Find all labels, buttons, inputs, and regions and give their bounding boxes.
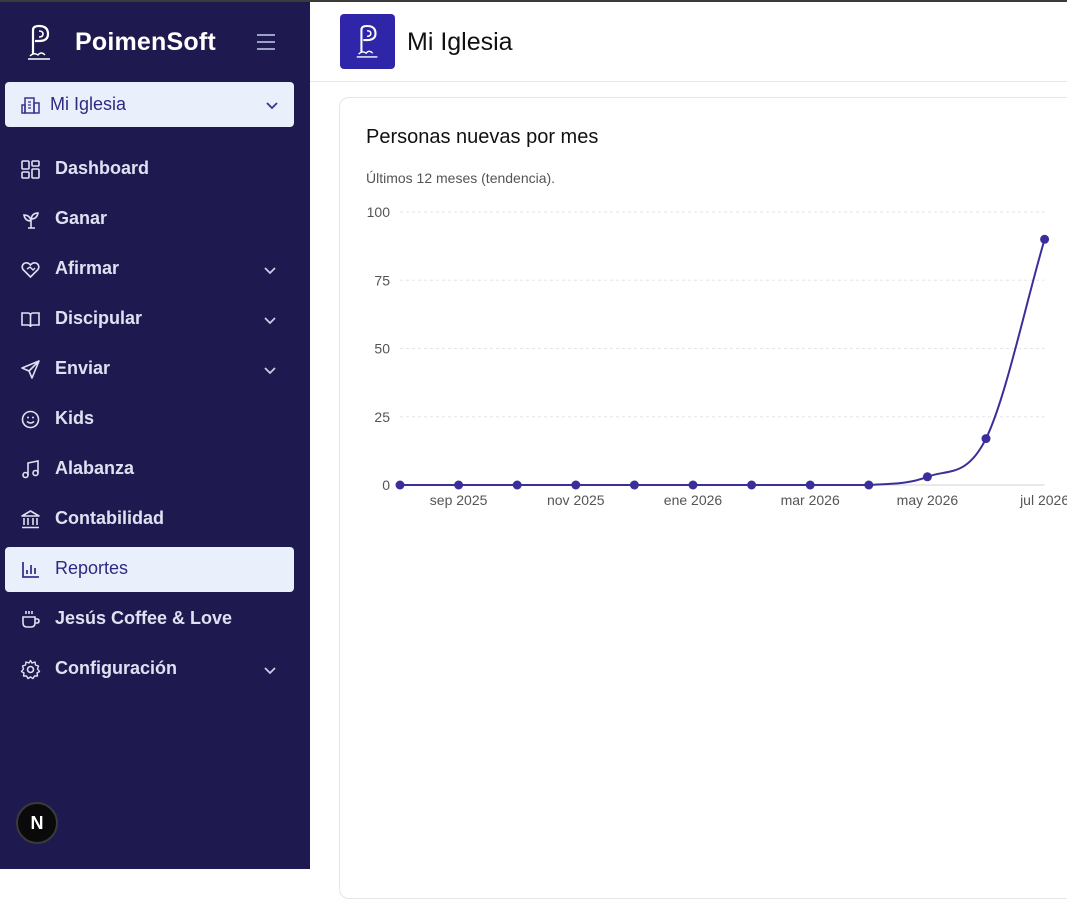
sidebar-item-label: Discipular (55, 308, 143, 328)
sidebar-item-label: Ganar (55, 208, 108, 228)
x-tick-label: ene 2026 (664, 492, 723, 508)
sidebar-item-configuracion[interactable]: Configuración (5, 647, 294, 692)
line-chart: 0 25 50 75 100 sep 2025 nov 2025 ene 2026 mar 20… (367, 204, 1067, 508)
settings-icon (20, 659, 41, 680)
y-tick-label: 75 (374, 272, 390, 288)
church-logo-icon (356, 24, 378, 58)
sidebar-item-afirmar[interactable]: Afirmar (5, 247, 294, 292)
data-point (922, 472, 932, 482)
x-tick-label: jul 2026 (1019, 492, 1067, 508)
church-selector-label: Mi Iglesia (50, 94, 127, 114)
sidebar-item-reportes[interactable]: Reportes (5, 547, 294, 592)
dev-tools-badge-label: N (30, 813, 44, 833)
x-tick-label: sep 2025 (430, 492, 488, 508)
page-title: Mi Iglesia (407, 28, 513, 56)
music-icon (22, 460, 39, 479)
coffee-icon (22, 611, 40, 628)
chevron-down-icon (264, 367, 276, 375)
chevron-down-icon (264, 267, 276, 275)
x-tick-label: nov 2025 (547, 492, 605, 508)
y-tick-label: 0 (382, 477, 390, 493)
sidebar-item-label: Contabilidad (55, 508, 164, 528)
sidebar-item-label: Configuración (55, 658, 177, 678)
y-tick-label: 100 (367, 204, 391, 220)
hamburger-menu-icon[interactable] (254, 30, 278, 54)
chart-title: Personas nuevas por mes (366, 126, 599, 148)
grid-icon (21, 160, 40, 179)
y-tick-label: 50 (374, 341, 390, 357)
data-point (512, 480, 522, 490)
data-point (571, 480, 581, 490)
church-logo (340, 14, 395, 69)
bar-chart-icon (22, 562, 39, 578)
sidebar-item-label: Afirmar (55, 258, 120, 278)
page-header: Mi Iglesia (310, 0, 1067, 82)
sidebar-item-dashboard[interactable]: Dashboard (5, 147, 294, 192)
main-content: Mi Iglesia Personas nuevas por mes Últim… (310, 0, 1067, 899)
chevron-down-icon (264, 317, 276, 325)
data-point (981, 434, 991, 444)
church-selector[interactable]: Mi Iglesia (5, 82, 294, 127)
sidebar: PoimenSoft Mi Iglesia Dashboard Ganar Afir… (0, 0, 310, 869)
brand-name: PoimenSoft (75, 28, 216, 56)
sidebar-item-label: Enviar (55, 358, 111, 378)
sidebar-item-label: Alabanza (55, 458, 135, 478)
data-point (747, 480, 757, 490)
sidebar-item-coffee[interactable]: Jesús Coffee & Love (5, 597, 294, 642)
sidebar-item-ganar[interactable]: Ganar (5, 197, 294, 242)
sidebar-item-enviar[interactable]: Enviar (5, 347, 294, 392)
sidebar-item-label: Kids (55, 408, 95, 428)
data-point (1040, 234, 1050, 244)
dev-tools-badge[interactable]: N (16, 802, 58, 844)
chart-card: Personas nuevas por mes Últimos 12 meses… (339, 97, 1067, 899)
send-icon (21, 360, 40, 379)
sidebar-item-discipular[interactable]: Discipular (5, 297, 294, 342)
sidebar-item-label: Reportes (55, 558, 129, 578)
sidebar-item-kids[interactable]: Kids (5, 397, 294, 442)
chart-subtitle: Últimos 12 meses (tendencia). (366, 170, 556, 186)
data-point (864, 480, 874, 490)
x-tick-label: mar 2026 (781, 492, 840, 508)
chevron-down-icon (266, 102, 278, 110)
series-line (400, 239, 1046, 486)
book-open-icon (21, 312, 40, 328)
sprout-icon (23, 212, 39, 229)
poimensoft-logo-icon (28, 24, 50, 60)
data-point (395, 480, 405, 490)
window-top-border (0, 0, 1067, 2)
y-tick-label: 25 (374, 409, 390, 425)
brand: PoimenSoft (0, 0, 310, 84)
sidebar-item-contabilidad[interactable]: Contabilidad (5, 497, 294, 542)
data-point (629, 480, 639, 490)
sidebar-item-label: Jesús Coffee & Love (55, 608, 233, 628)
building-icon (21, 97, 40, 114)
bank-icon (21, 510, 40, 529)
data-point (688, 480, 698, 490)
data-point (454, 480, 464, 490)
sidebar-item-label: Dashboard (55, 158, 150, 178)
smile-icon (21, 410, 40, 429)
x-tick-label: may 2026 (897, 492, 959, 508)
sidebar-item-alabanza[interactable]: Alabanza (5, 447, 294, 492)
data-point (805, 480, 815, 490)
heart-handshake-icon (21, 261, 40, 279)
chevron-down-icon (264, 667, 276, 675)
